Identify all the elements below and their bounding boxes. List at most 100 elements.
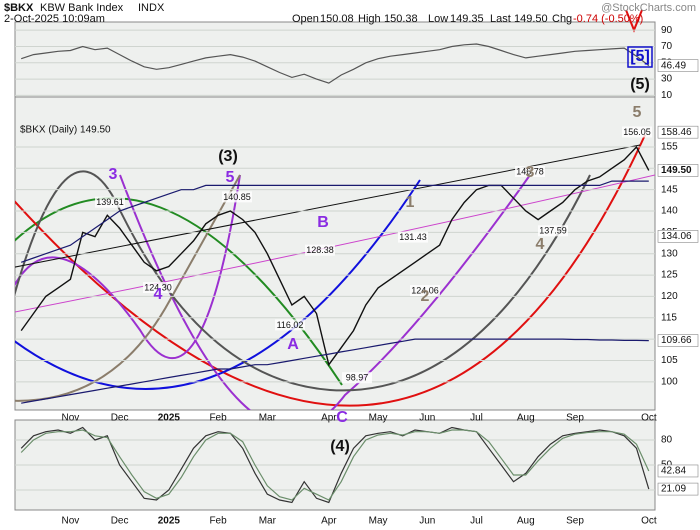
cycle-arc bbox=[15, 179, 421, 390]
series-line bbox=[20, 429, 650, 501]
y-tick-label: 90 bbox=[661, 25, 673, 36]
pivot-box bbox=[275, 319, 305, 331]
value-badge-label: 42.84 bbox=[661, 466, 686, 477]
series-line bbox=[21, 338, 649, 404]
x-tick-label: 2025 bbox=[158, 516, 181, 527]
series-line bbox=[20, 426, 650, 504]
pivot-label: 124.06 bbox=[411, 285, 439, 295]
x-tick-label: Sep bbox=[566, 516, 584, 527]
value-badge-label: 109.66 bbox=[661, 335, 692, 346]
y-tick-label: 115 bbox=[661, 312, 677, 323]
y-tick-label: 100 bbox=[661, 376, 678, 387]
x-tick-label: Dec bbox=[111, 413, 129, 424]
value-badge-label: 134.06 bbox=[661, 231, 692, 242]
pivot-label: 124.30 bbox=[144, 282, 172, 292]
pivot-box bbox=[143, 282, 173, 294]
wave-label: [5] bbox=[630, 48, 650, 65]
wave-label: (3) bbox=[218, 148, 238, 165]
value-badge bbox=[657, 125, 699, 139]
wave-label: 3 bbox=[109, 166, 118, 183]
x-tick-label: Aug bbox=[517, 413, 535, 424]
wave-label: 4 bbox=[154, 286, 163, 303]
pivot-box bbox=[95, 196, 125, 208]
x-tick-label: Jul bbox=[470, 413, 483, 424]
x-tick-label: Oct bbox=[641, 516, 657, 527]
x-tick-label: Apr bbox=[321, 413, 337, 424]
value-badge-label: 21.09 bbox=[661, 484, 686, 495]
pivot-box bbox=[222, 191, 252, 203]
price-label: $BKX (Daily) 149.50 bbox=[20, 125, 111, 136]
y-tick-label: 145 bbox=[661, 184, 678, 195]
wave-box bbox=[627, 46, 653, 68]
cycle-arcs bbox=[15, 134, 655, 410]
pivot-box bbox=[410, 285, 440, 297]
wave-label: 4 bbox=[536, 236, 545, 253]
x-tick-label: May bbox=[369, 516, 388, 527]
pivot-label: 140.85 bbox=[223, 192, 251, 202]
last-label: Last bbox=[490, 13, 511, 25]
x-tick-label: Aug bbox=[517, 516, 535, 527]
x-tick-label: Dec bbox=[111, 516, 129, 527]
symbol: $BKX bbox=[4, 2, 34, 14]
wave-label: (5) bbox=[630, 76, 650, 93]
cycle-arc bbox=[15, 174, 241, 402]
x-tick-label: May bbox=[369, 413, 388, 424]
wave-label: 5 bbox=[226, 169, 235, 186]
pivot-box bbox=[398, 231, 428, 243]
pivot-label: 139.61 bbox=[96, 197, 124, 207]
y-tick-label: 10 bbox=[661, 90, 673, 101]
pivot-box bbox=[622, 126, 652, 138]
wave-label: 5 bbox=[633, 104, 642, 121]
last: 149.50 bbox=[514, 13, 548, 25]
pivot-box bbox=[538, 225, 568, 237]
wave-label: B bbox=[317, 214, 329, 231]
y-tick-label: 120 bbox=[661, 291, 678, 302]
x-tick-label: Sep bbox=[566, 413, 584, 424]
x-tick-label: Nov bbox=[61, 413, 79, 424]
value-badge bbox=[657, 334, 699, 347]
value-badge bbox=[657, 482, 699, 496]
wave-label: 3 bbox=[526, 164, 535, 181]
high-label: High bbox=[358, 13, 381, 25]
x-tick-label: 2025 bbox=[158, 413, 181, 424]
high: 150.38 bbox=[384, 13, 418, 25]
cycle-arc bbox=[15, 197, 343, 386]
y-tick-label: 105 bbox=[661, 355, 678, 366]
pivot-label: 137.59 bbox=[539, 226, 567, 236]
y-tick-label: 80 bbox=[661, 435, 673, 446]
x-tick-label: Feb bbox=[209, 413, 227, 424]
value-badge bbox=[657, 59, 699, 72]
wave-label: 2 bbox=[421, 288, 430, 305]
low-label: Low bbox=[428, 13, 448, 25]
pivot-box bbox=[305, 244, 335, 256]
y-tick-label: 30 bbox=[661, 74, 673, 85]
x-tick-label: Oct bbox=[641, 413, 657, 424]
cycle-arc bbox=[119, 174, 531, 410]
series-line bbox=[21, 43, 650, 84]
pivot-label: 116.02 bbox=[277, 320, 304, 330]
x-tick-label: Jun bbox=[419, 516, 435, 527]
pivot-label: 131.43 bbox=[399, 232, 427, 242]
y-tick-label: 125 bbox=[661, 270, 678, 281]
y-tick-label: 155 bbox=[661, 142, 678, 153]
value-badge-label: 46.49 bbox=[661, 60, 686, 71]
low: 149.35 bbox=[450, 13, 484, 25]
x-tick-label: Feb bbox=[209, 516, 227, 527]
value-badge bbox=[657, 164, 699, 177]
index-name: KBW Bank Index bbox=[40, 2, 124, 14]
x-tick-label: Jun bbox=[419, 413, 435, 424]
y-tick-label: 140 bbox=[661, 206, 678, 217]
pivot-label: 128.38 bbox=[306, 245, 334, 255]
change: -0.74 (-0.50%) bbox=[573, 13, 643, 25]
pivot-box bbox=[342, 372, 372, 384]
series-line bbox=[21, 180, 649, 263]
y-tick-label: 70 bbox=[661, 41, 673, 52]
source: @StockCharts.com bbox=[601, 2, 696, 14]
wave-label: (4) bbox=[330, 438, 350, 455]
timestamp: 2-Oct-2025 10:09am bbox=[4, 13, 105, 25]
x-tick-label: Nov bbox=[61, 516, 79, 527]
value-badge bbox=[657, 464, 699, 478]
series-line bbox=[20, 145, 650, 367]
pivot-label: 146.78 bbox=[516, 166, 544, 176]
